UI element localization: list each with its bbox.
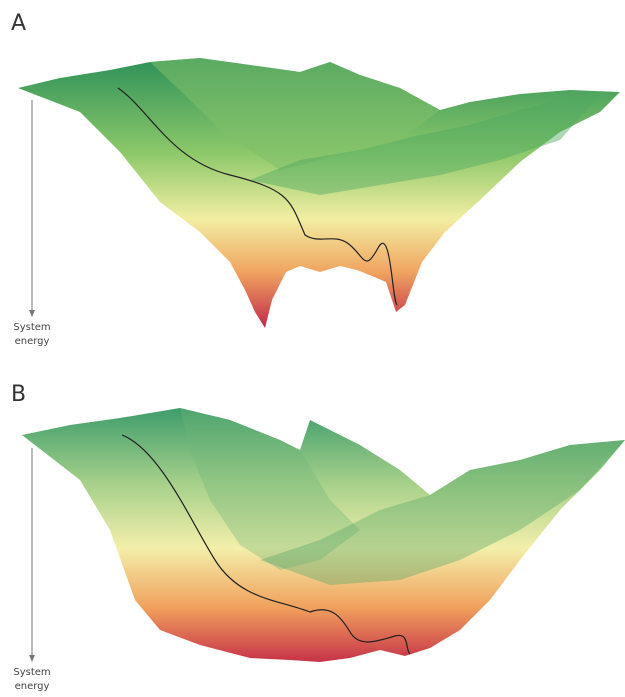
landscape-a [18, 58, 620, 328]
landscapes [0, 0, 625, 697]
axis-label: System energy [2, 321, 62, 349]
axis-label: System energy [2, 666, 62, 694]
figure: A System energy B System energy [0, 0, 625, 697]
landscape-b [22, 408, 625, 662]
panel-label: A [11, 11, 26, 36]
panel-label: B [11, 382, 26, 407]
